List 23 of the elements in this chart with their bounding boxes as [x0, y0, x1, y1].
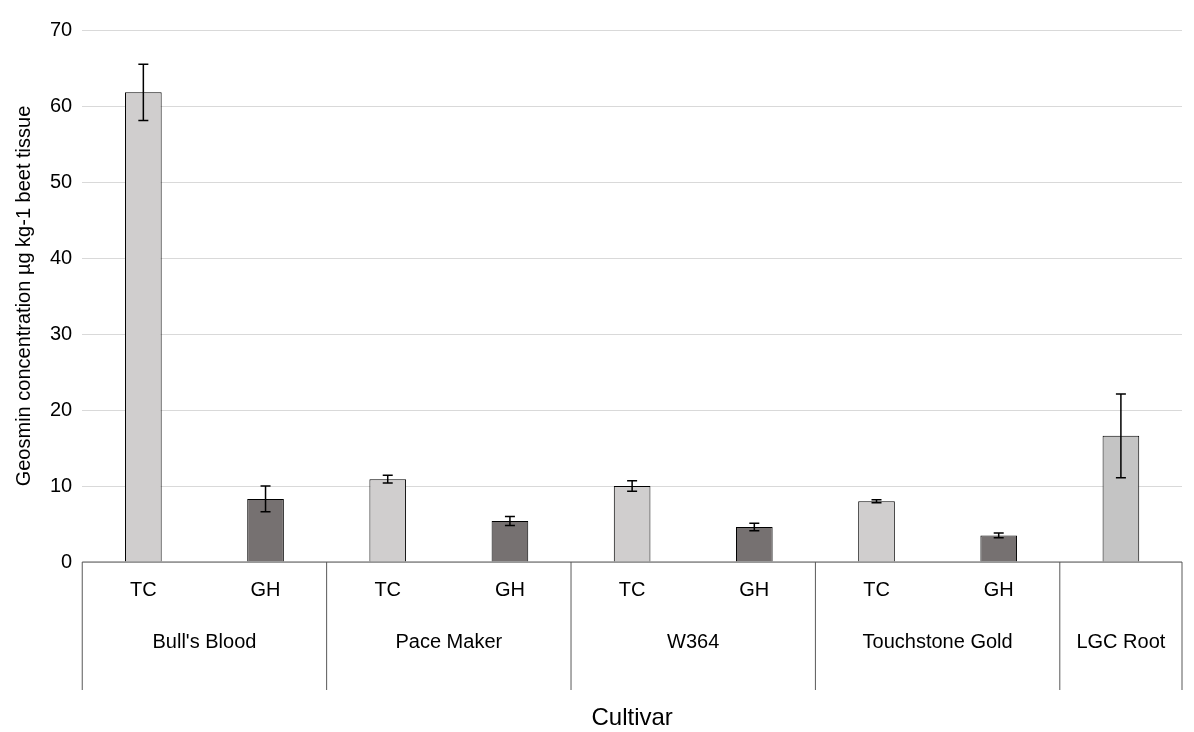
- y-tick-label: 10: [50, 473, 73, 496]
- x-tick-label: GH: [250, 577, 281, 600]
- x-axis-title: Cultivar: [591, 702, 673, 730]
- text: Touchstone Gold: [862, 629, 1013, 652]
- x-tick-label: TC: [863, 577, 890, 600]
- text: Bull's Blood: [152, 629, 257, 652]
- text: Pace Maker: [395, 629, 503, 652]
- y-tick-label: 30: [50, 321, 73, 344]
- y-tick-label: 50: [50, 169, 73, 192]
- text: LGC Root: [1076, 629, 1166, 652]
- y-tick-label: 40: [50, 245, 73, 268]
- x-tick-label: GH: [739, 577, 770, 600]
- x-tick-label: TC: [130, 577, 157, 600]
- x-tick-label: GH: [494, 577, 525, 600]
- y-tick-label: 60: [50, 93, 73, 116]
- y-axis-title: Geosmin concentration µg kg-1 beet tissue: [11, 105, 34, 487]
- y-tick-label: 20: [50, 397, 73, 420]
- x-tick-label: GH: [983, 577, 1014, 600]
- x-tick-label: TC: [374, 577, 402, 600]
- x-tick-label: TC: [618, 577, 646, 600]
- y-tick-label: 0: [61, 549, 73, 572]
- text: W364: [667, 629, 720, 652]
- y-tick-label: 70: [50, 17, 73, 40]
